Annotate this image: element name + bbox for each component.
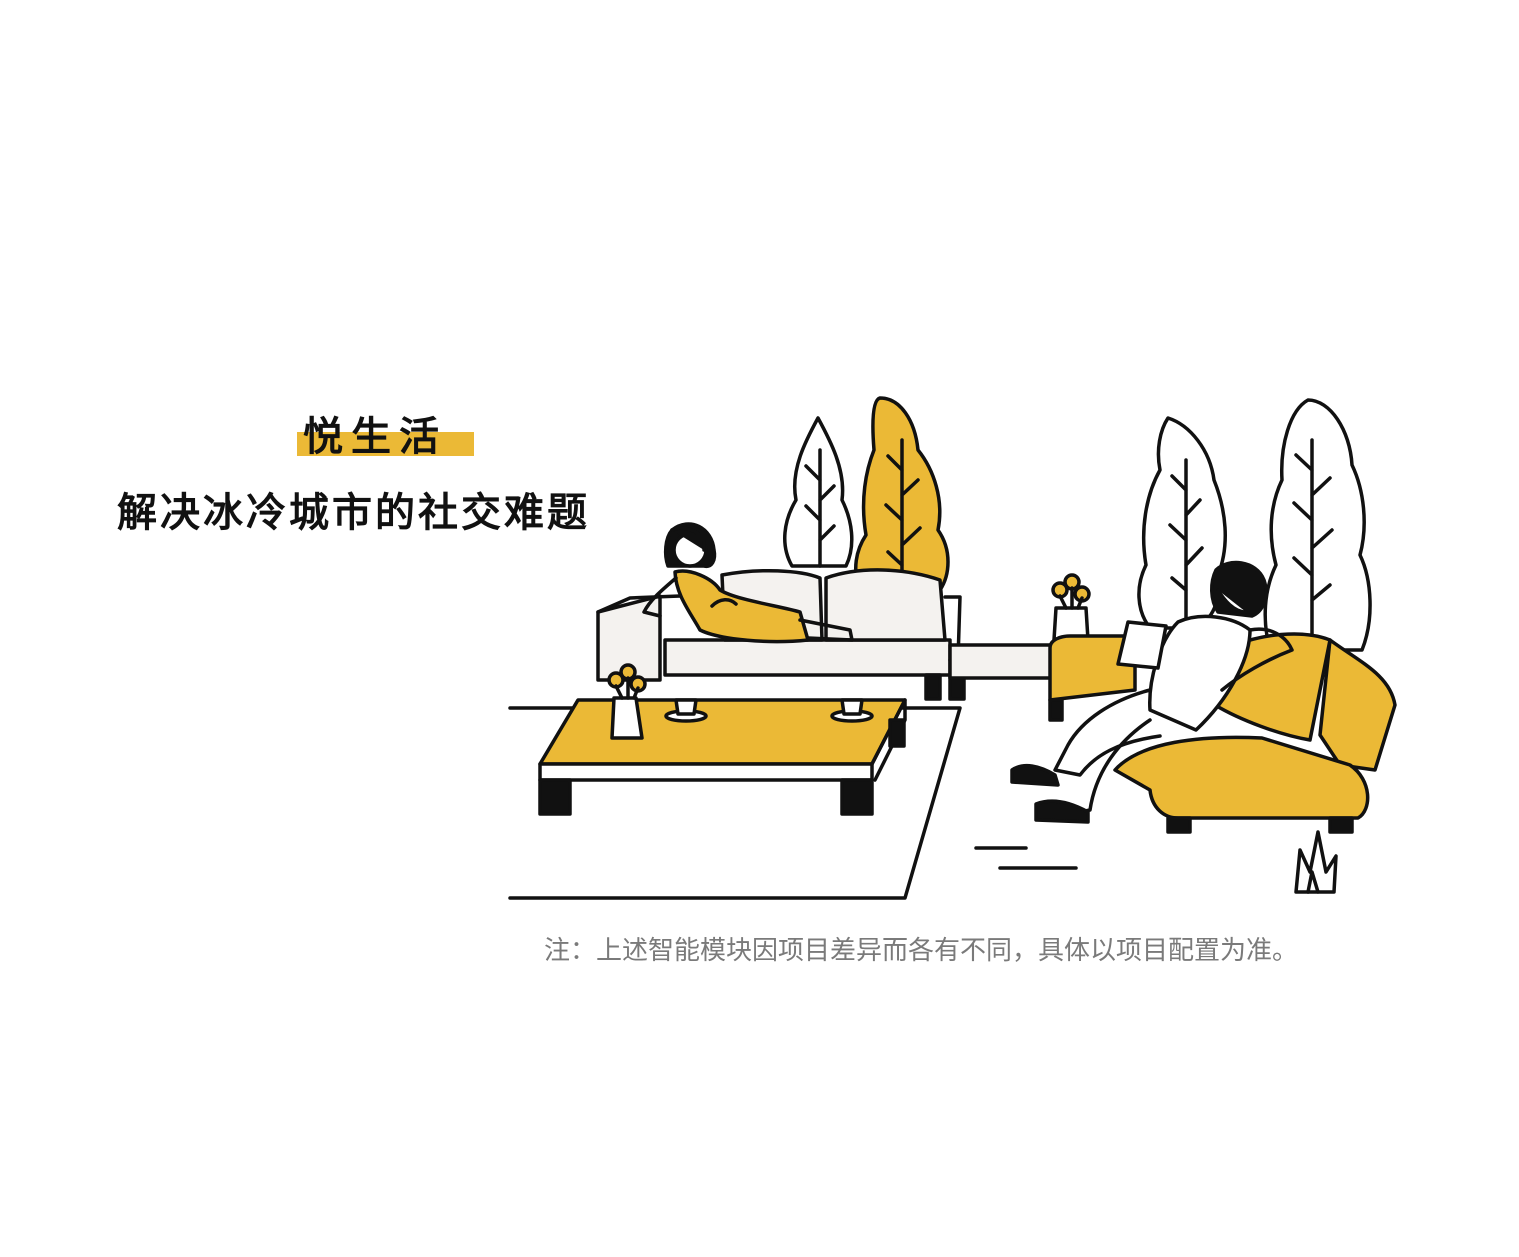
tree-right-1 [1137,416,1227,630]
page-subtitle: 解决冰冷城市的社交难题 [117,490,590,536]
motion-lines [974,846,1078,870]
title-highlight-bar [297,432,474,456]
tree-yellow [853,396,950,592]
flower-vase-right [1051,573,1091,642]
woman-figure [642,522,854,644]
title-block: 悦生活 [295,414,475,460]
flower-vase-table [607,663,647,740]
tree-right-2 [1263,398,1372,652]
cup-right [830,698,874,723]
grass-tuft [1294,830,1338,894]
footnote: 注：上述智能模块因项目差异而各有不同，具体以项目配置为准。 [544,936,1299,966]
man-figure [1010,560,1294,824]
tree-left-white [783,416,854,568]
cup-left [664,698,708,723]
page-title: 悦生活 [303,414,447,460]
side-table [948,643,1062,680]
